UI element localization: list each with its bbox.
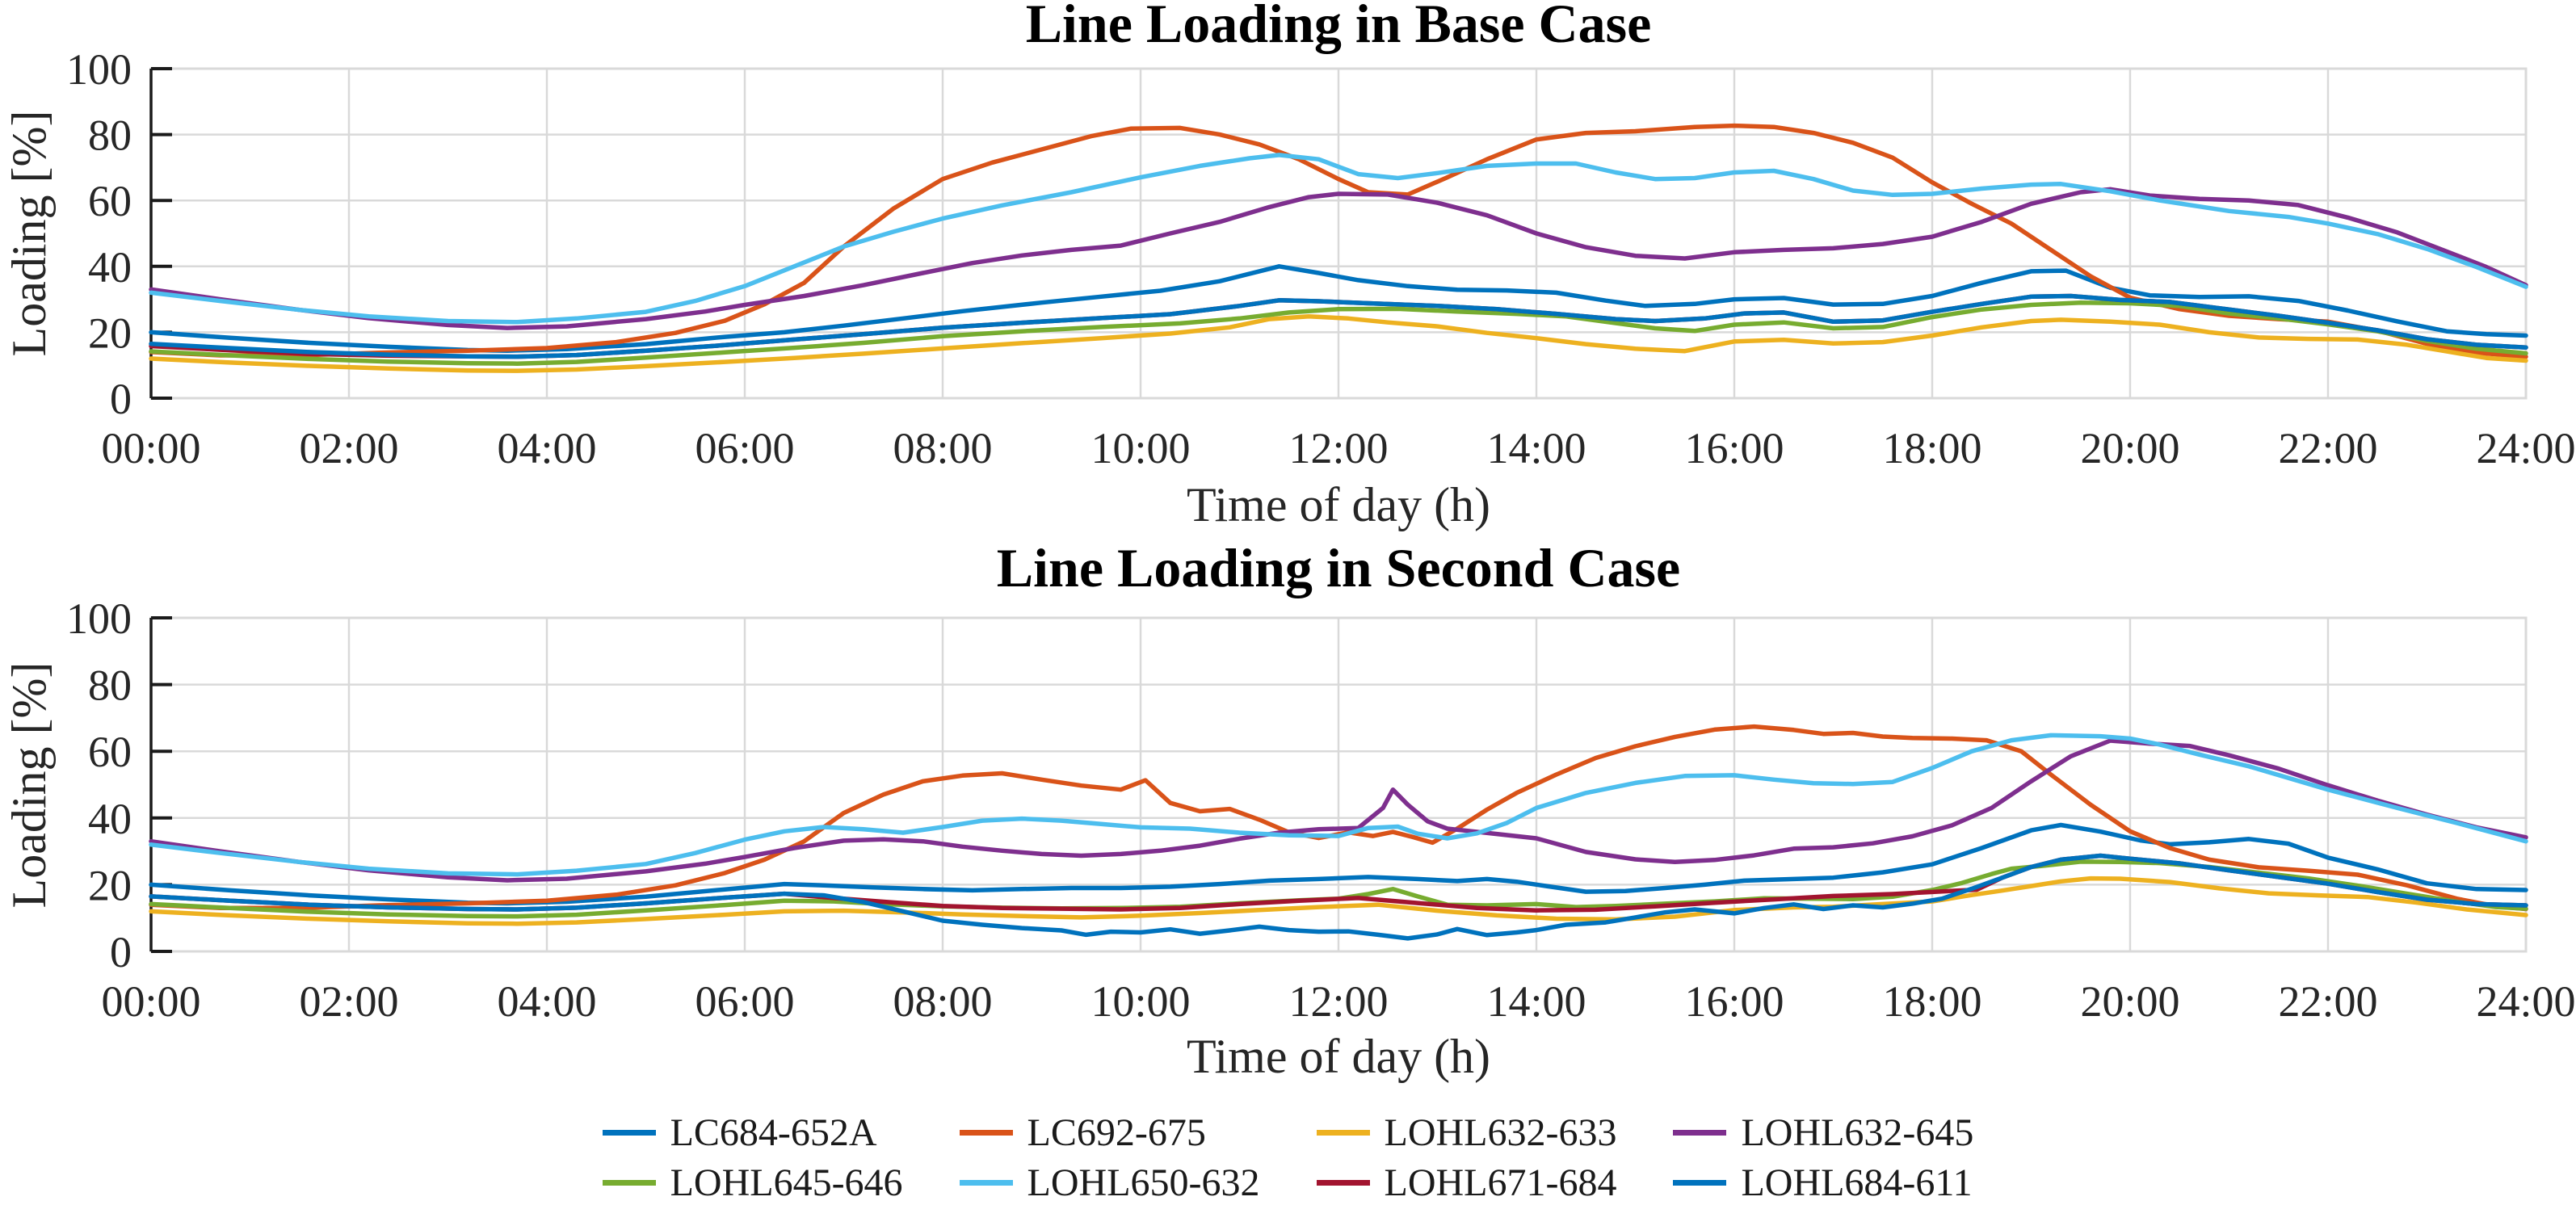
x-tick-label: 20:00: [2080, 424, 2179, 472]
legend: LC684-652A LC692-675 LOHL632-633 LOHL632-64…: [0, 1082, 2576, 1205]
y-tick-label: 100: [66, 45, 132, 94]
chart-base-case-ylabel: Loading [%]: [2, 111, 56, 357]
legend-line-swatch: [1673, 1129, 1727, 1136]
y-tick-label: 20: [88, 309, 132, 357]
x-tick-label: 18:00: [1882, 424, 1981, 472]
y-tick-label: 0: [110, 928, 132, 976]
legend-line-swatch: [1673, 1179, 1727, 1186]
x-tick-label: 12:00: [1288, 424, 1388, 472]
series-LOHL650-632: [149, 153, 2528, 325]
legend-item-LOHL684-611: LOHL684-611: [1673, 1160, 1973, 1205]
legend-item-LOHL632-645: LOHL632-645: [1673, 1110, 1973, 1155]
chart-base-case: 0 20 40 60 80 100 00:00 02:00 04:00 06:00 08:00 10:…: [2, 0, 2576, 531]
chart-base-case-plot: 0 20 40 60 80 100 00:00 02:00 04:00 06:00 08:00 10:…: [66, 45, 2576, 472]
legend-label: LOHL645-646: [670, 1161, 903, 1204]
series-LC684-652A: [149, 264, 2528, 353]
legend-label: LOHL632-633: [1384, 1111, 1617, 1154]
x-tick-label: 14:00: [1486, 977, 1586, 1026]
y-tick-label: 80: [88, 111, 132, 160]
x-tick-label: 16:00: [1684, 977, 1784, 1026]
legend-label: LOHL650-632: [1027, 1161, 1260, 1204]
chart-second-case-ylabel: Loading [%]: [2, 662, 56, 909]
legend-item-LOHL645-646: LOHL645-646: [602, 1160, 903, 1205]
legend-line-swatch: [602, 1179, 656, 1186]
series-LOHL632-633: [149, 314, 2528, 373]
x-tick-label: 12:00: [1288, 977, 1388, 1026]
x-tick-label: 00:00: [101, 977, 200, 1026]
y-tick-label: 40: [88, 243, 132, 292]
y-tick-label: 80: [88, 661, 132, 710]
y-tick-label: 100: [66, 594, 132, 643]
series-LOHL684-611: [149, 293, 2528, 359]
series-LC692-675: [149, 123, 2528, 359]
series-LOHL645-646: [149, 300, 2528, 366]
x-tick-label: 24:00: [2476, 977, 2575, 1026]
x-tick-label: 20:00: [2080, 977, 2179, 1026]
series-LOHL650-632: [149, 733, 2528, 877]
x-tick-label: 02:00: [299, 424, 398, 472]
series-LC692-675: [149, 724, 2528, 912]
x-tick-label: 06:00: [695, 977, 794, 1026]
series-LOHL632-645: [149, 738, 2528, 883]
legend-item-LOHL632-633: LOHL632-633: [1316, 1110, 1617, 1155]
x-tick-label: 04:00: [497, 977, 596, 1026]
chart-second-case: 0 20 40 60 80 100 00:00 02:00 04:00 06:00 08:00 10:…: [2, 537, 2576, 1083]
x-tick-label: 04:00: [497, 424, 596, 472]
x-tick-label: 06:00: [695, 424, 794, 472]
legend-line-swatch: [959, 1129, 1013, 1136]
legend-item-LOHL671-684: LOHL671-684: [1316, 1160, 1617, 1205]
chart-base-case-title: Line Loading in Base Case: [1026, 0, 1652, 54]
legend-item-LC692-675: LC692-675: [959, 1110, 1260, 1155]
series-LOHL632-645: [149, 187, 2528, 330]
chart-second-case-plot: 0 20 40 60 80 100 00:00 02:00 04:00 06:00 08:00 10:…: [66, 594, 2576, 1026]
legend-line-swatch: [959, 1179, 1013, 1186]
y-tick-label: 60: [88, 177, 132, 225]
chart-second-case-title: Line Loading in Second Case: [997, 537, 1680, 598]
x-tick-label: 22:00: [2278, 977, 2377, 1026]
x-tick-label: 16:00: [1684, 424, 1784, 472]
legend-label: LOHL632-645: [1741, 1111, 1974, 1154]
y-tick-label: 0: [110, 375, 132, 423]
chart-second-case-xlabel: Time of day (h): [1187, 1030, 1490, 1083]
y-tick-label: 60: [88, 728, 132, 776]
legend-label: LOHL684-611: [1741, 1161, 1973, 1204]
legend-line-swatch: [602, 1129, 656, 1136]
series-LOHL684-611: [149, 853, 2528, 941]
legend-line-swatch: [1316, 1129, 1370, 1136]
x-tick-label: 08:00: [893, 977, 992, 1026]
legend-item-LOHL650-632: LOHL650-632: [959, 1160, 1260, 1205]
x-tick-label: 18:00: [1882, 977, 1981, 1026]
y-tick-label: 40: [88, 795, 132, 843]
legend-label: LOHL671-684: [1384, 1161, 1617, 1204]
x-tick-label: 02:00: [299, 977, 398, 1026]
legend-line-swatch: [1316, 1179, 1370, 1186]
legend-label: LC692-675: [1027, 1111, 1206, 1154]
chart-base-case-xlabel: Time of day (h): [1187, 478, 1490, 531]
x-tick-label: 14:00: [1486, 424, 1586, 472]
x-tick-label: 08:00: [893, 424, 992, 472]
x-tick-label: 22:00: [2278, 424, 2377, 472]
series-LOHL632-633: [149, 875, 2528, 926]
x-tick-label: 24:00: [2476, 424, 2575, 472]
x-tick-label: 10:00: [1090, 424, 1190, 472]
x-tick-label: 10:00: [1090, 977, 1190, 1026]
x-tick-label: 00:00: [101, 424, 200, 472]
y-tick-label: 20: [88, 861, 132, 909]
legend-label: LC684-652A: [670, 1111, 877, 1154]
legend-item-LC684-652A: LC684-652A: [602, 1110, 903, 1155]
